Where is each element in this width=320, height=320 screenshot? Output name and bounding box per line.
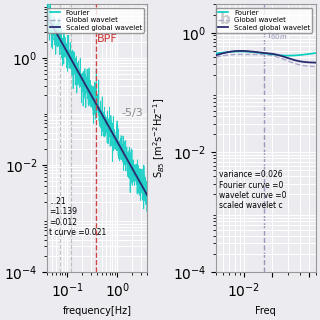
Text: BPF: BPF [97,34,118,44]
X-axis label: frequency[Hz]: frequency[Hz] [63,306,132,316]
Text: variance =0.026
Fourier curve =0
wavelet curve =0
scaled wavelet c: variance =0.026 Fourier curve =0 wavelet… [219,170,286,210]
Text: f$_{60m}$: f$_{60m}$ [268,28,288,42]
Legend: Fourier, Global wavelet, Scaled global wavelet: Fourier, Global wavelet, Scaled global w… [216,8,312,33]
Text: -5/3: -5/3 [121,108,143,118]
Legend: Fourier, Global wavelet, Scaled global wavelet: Fourier, Global wavelet, Scaled global w… [47,8,144,33]
X-axis label: Freq: Freq [255,306,276,316]
Text: ...21
=1.139
=0.012
t curve =0.021: ...21 =1.139 =0.012 t curve =0.021 [49,197,107,237]
Y-axis label: S$_{B5}$ [m$^2$s$^{-2}$Hz$^{-1}$]: S$_{B5}$ [m$^2$s$^{-2}$Hz$^{-1}$] [151,98,167,178]
Text: b: b [220,12,231,27]
